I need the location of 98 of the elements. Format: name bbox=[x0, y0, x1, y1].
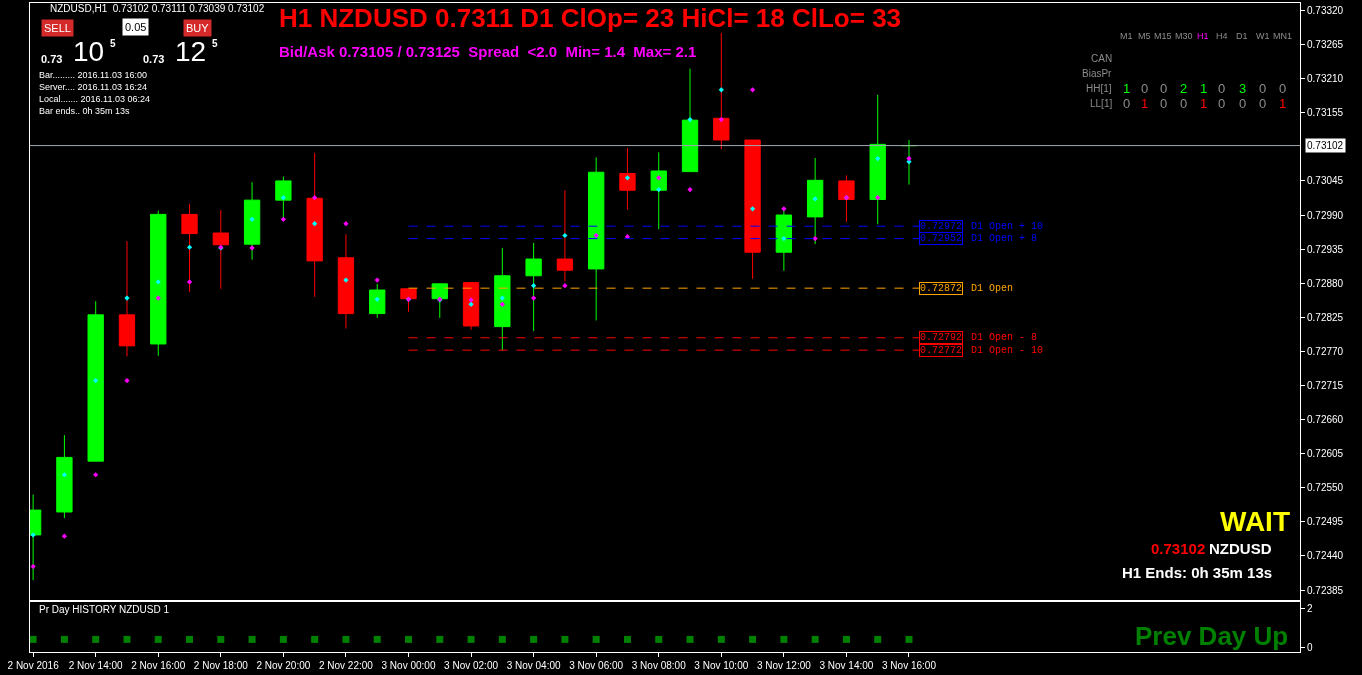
annotation: 1 bbox=[1200, 81, 1208, 96]
x-tick-label: 3 Nov 12:00 bbox=[756, 660, 812, 671]
annotation: Bar......... 2016.11.03 16:00 bbox=[39, 70, 147, 80]
x-tick-label: 2 Nov 2016 bbox=[7, 660, 60, 671]
annotation: 0.72972 bbox=[920, 221, 963, 232]
annotation: 1 bbox=[1279, 96, 1287, 111]
annotation: 0.72952 bbox=[920, 233, 963, 244]
annotation: 0 bbox=[1160, 81, 1168, 96]
annotation: Prev Day Up bbox=[1135, 621, 1289, 651]
chart-title: Pr Day HISTORY NZDUSD 1 bbox=[39, 604, 170, 615]
annotation: 0.73102 bbox=[1151, 540, 1206, 557]
annotation: 1 bbox=[1200, 96, 1208, 111]
ref-line-label: D1 Open bbox=[971, 283, 1014, 294]
text: Bid/Ask 0.73105 / 0.73125 Spread <2.0 Min= 1.4 Max= 2.1 bbox=[279, 43, 697, 60]
y-tick-label: 0.73265 bbox=[1307, 39, 1344, 51]
x-tick-label: 3 Nov 04:00 bbox=[506, 660, 562, 671]
annotation: H4 bbox=[1216, 31, 1228, 41]
annotation: 1 bbox=[1141, 96, 1149, 111]
y-tick-label: 0.72495 bbox=[1307, 516, 1344, 528]
y-tick-label: 0.72715 bbox=[1307, 380, 1344, 391]
ref-line-label: D1 Open + 8 bbox=[971, 233, 1038, 244]
annotation: H1 bbox=[1197, 31, 1209, 41]
y-tick-label: 0.73045 bbox=[1307, 175, 1344, 187]
annotation: 0 bbox=[1259, 81, 1267, 96]
annotation: M5 bbox=[1138, 31, 1151, 41]
annotation: 0 bbox=[1141, 81, 1149, 96]
chart-title: H1 NZDUSD 0.7311 D1 ClOp= 23 HiCl= 18 ClLo= 33 bbox=[279, 3, 902, 33]
x-tick-label: 3 Nov 08:00 bbox=[631, 660, 687, 671]
x-tick-label: 3 Nov 16:00 bbox=[882, 660, 937, 671]
annotation: 0.73 bbox=[143, 53, 165, 65]
ref-line-label: D1 Open - 8 bbox=[971, 332, 1038, 343]
annotation: M1 bbox=[1120, 31, 1133, 41]
annotation: H1 Ends: 0h 35m 13s bbox=[1122, 564, 1273, 581]
text: 0.73102 bbox=[1307, 140, 1344, 151]
y-tick-label: 0.73155 bbox=[1307, 107, 1344, 119]
annotation: 0.72792 bbox=[920, 332, 963, 343]
annotation: 2 bbox=[1180, 81, 1188, 96]
x-tick-label: 3 Nov 10:00 bbox=[694, 660, 749, 671]
annotation: Local....... 2016.11.03 06:24 bbox=[39, 94, 150, 104]
annotation: 10 bbox=[73, 36, 105, 67]
y-tick-label: 0.72880 bbox=[1307, 277, 1344, 289]
annotation: Server.... 2016.11.03 16:24 bbox=[39, 82, 147, 92]
annotation: NZDUSD,H1 0.73102 0.73111 0.73039 0.73102 bbox=[50, 3, 265, 14]
x-tick-label: 2 Nov 22:00 bbox=[318, 660, 374, 671]
annotation: 0.73 bbox=[41, 53, 63, 65]
x-tick-label: 3 Nov 14:00 bbox=[819, 660, 874, 671]
y-tick-label: 0.73320 bbox=[1307, 4, 1344, 16]
x-tick-label: 3 Nov 02:00 bbox=[444, 660, 499, 671]
y-tick-label: 0.72440 bbox=[1307, 550, 1344, 562]
y-tick-label: 0.72935 bbox=[1307, 243, 1344, 255]
x-tick-label: 2 Nov 14:00 bbox=[68, 660, 124, 671]
y-tick-label: 0.72990 bbox=[1307, 209, 1344, 221]
annotation: 0 bbox=[1279, 81, 1287, 96]
annotation: 0 bbox=[1180, 96, 1188, 111]
y-tick-label: 0.72825 bbox=[1307, 311, 1344, 323]
annotation: 0 bbox=[1123, 96, 1131, 111]
annotation: 0 bbox=[1259, 96, 1267, 111]
annotation: 0.05 bbox=[125, 21, 147, 33]
y-tick-label: 0.73210 bbox=[1307, 73, 1344, 85]
y-tick-label: 2 bbox=[1307, 603, 1313, 615]
y-tick-label: 0 bbox=[1307, 641, 1313, 653]
x-tick-label: 2 Nov 16:00 bbox=[131, 660, 186, 671]
annotation: 0 bbox=[1239, 96, 1247, 111]
annotation: BiasPr bbox=[1082, 68, 1113, 79]
annotation: Bar ends.. 0h 35m 13s bbox=[39, 106, 131, 116]
x-tick-label: 3 Nov 00:00 bbox=[381, 660, 436, 671]
x-tick-label: 2 Nov 20:00 bbox=[256, 660, 311, 671]
annotation: 12 bbox=[175, 36, 207, 67]
y-tick-label: 0.72550 bbox=[1307, 482, 1344, 494]
x-tick-label: 3 Nov 06:00 bbox=[569, 660, 624, 671]
x-tick-label: 2 Nov 18:00 bbox=[193, 660, 249, 671]
annotation: M30 bbox=[1175, 31, 1193, 41]
annotation: 0.72772 bbox=[920, 345, 963, 356]
annotation: 0 bbox=[1218, 96, 1226, 111]
annotation: 5 bbox=[110, 38, 116, 49]
annotation: NZDUSD bbox=[1209, 540, 1272, 557]
annotation: WAIT bbox=[1220, 506, 1290, 537]
y-tick-label: 0.72770 bbox=[1307, 345, 1344, 357]
annotation: HH[1] bbox=[1086, 83, 1112, 94]
annotation: 3 bbox=[1239, 81, 1247, 96]
y-tick-label: 0.72660 bbox=[1307, 414, 1344, 426]
annotation: MN1 bbox=[1273, 31, 1293, 41]
y-tick-label: 0.72605 bbox=[1307, 448, 1344, 460]
ref-line-label: D1 Open - 10 bbox=[971, 345, 1044, 356]
annotation: 0 bbox=[1218, 81, 1226, 96]
ref-line-label: D1 Open + 10 bbox=[971, 221, 1044, 232]
annotation: M15 bbox=[1154, 31, 1172, 41]
annotation: W1 bbox=[1256, 31, 1270, 41]
annotation: BUY bbox=[186, 22, 210, 34]
annotation: CAN bbox=[1091, 53, 1113, 64]
annotation: 1 bbox=[1123, 81, 1131, 96]
annotation: LL[1] bbox=[1090, 98, 1113, 109]
annotation: SELL bbox=[44, 22, 71, 34]
annotation: D1 bbox=[1236, 31, 1248, 41]
annotation: 0.72872 bbox=[920, 283, 963, 294]
annotation: 0 bbox=[1160, 96, 1168, 111]
y-tick-label: 0.72385 bbox=[1307, 584, 1344, 596]
annotation: 5 bbox=[212, 38, 218, 49]
